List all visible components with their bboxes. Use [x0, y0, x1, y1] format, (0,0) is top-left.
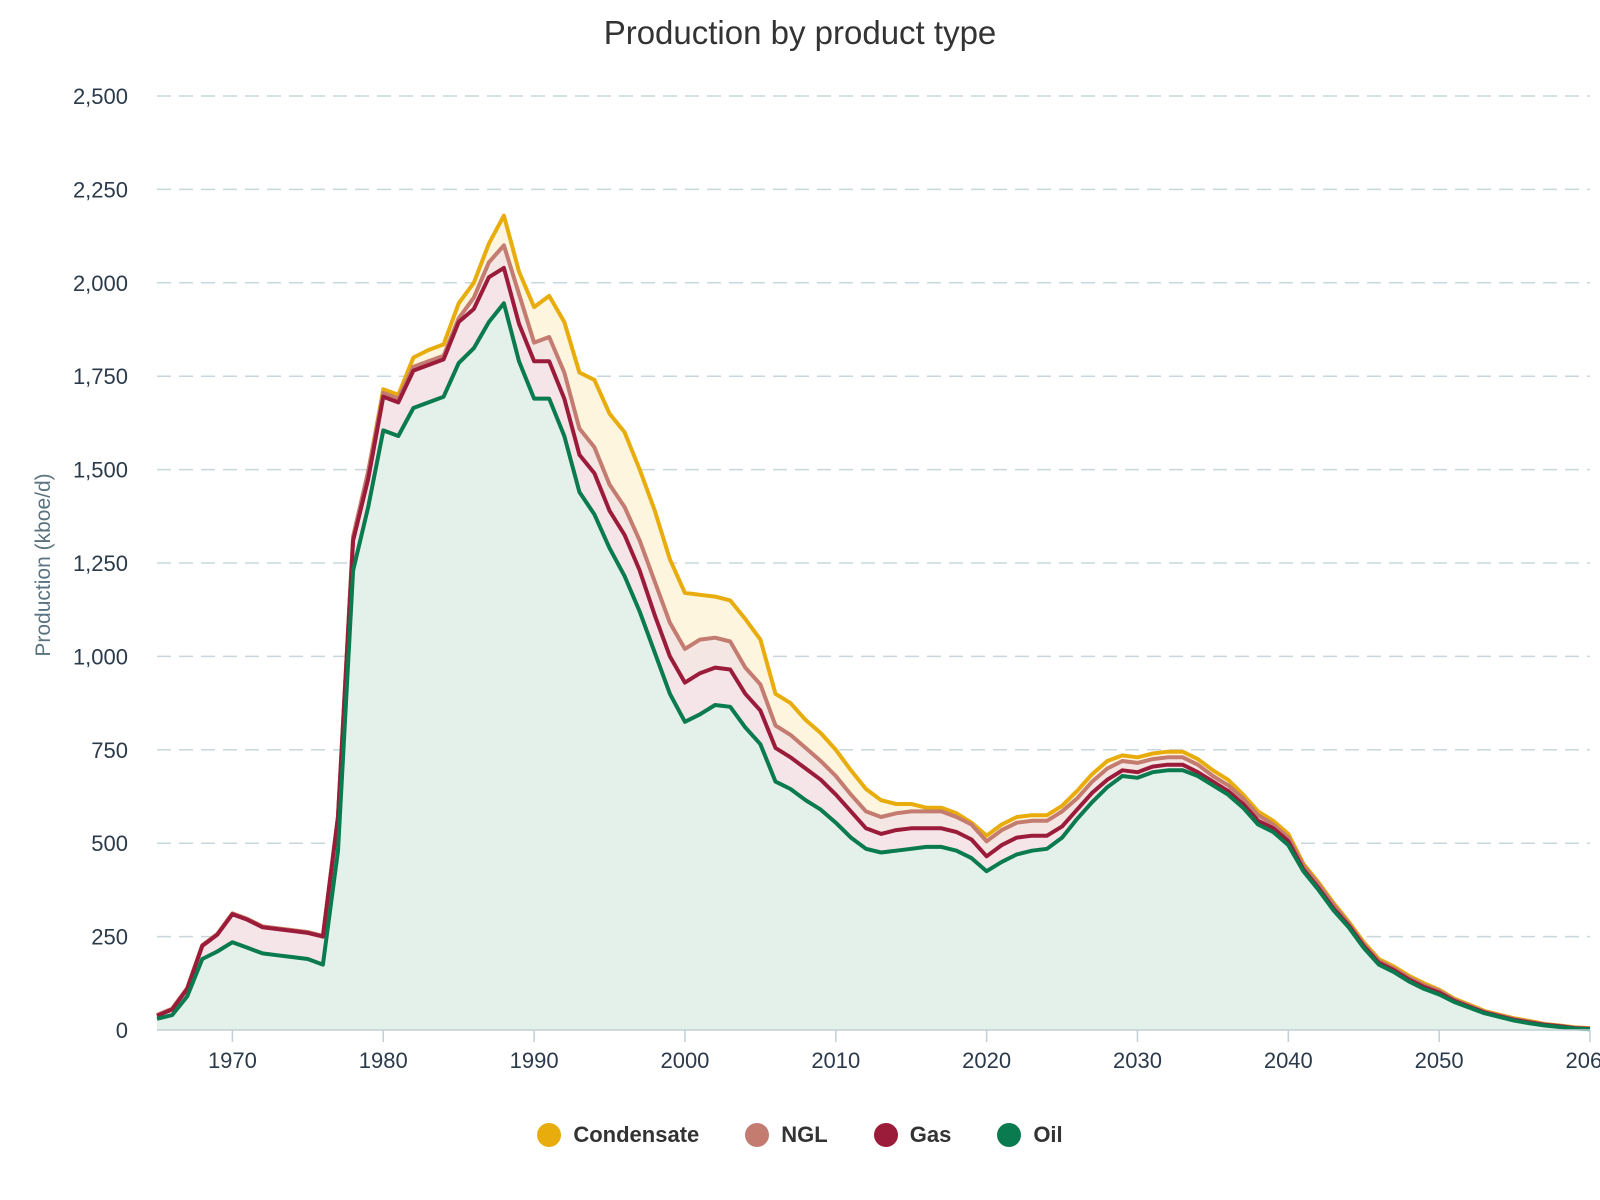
y-tick-label: 2,000: [73, 271, 128, 296]
legend-item-oil[interactable]: Oil: [997, 1122, 1063, 1148]
legend-item-gas[interactable]: Gas: [873, 1122, 952, 1148]
y-tick-label: 2,500: [73, 84, 128, 109]
legend-item-condensate[interactable]: Condensate: [537, 1122, 699, 1148]
x-tick-label: 2060: [1566, 1048, 1600, 1073]
y-tick-label: 2,250: [73, 177, 128, 202]
y-tick-label: 750: [91, 738, 128, 763]
gas-marker-icon: [873, 1123, 898, 1147]
stacked-areas: [157, 215, 1590, 1030]
legend-label-ngl: NGL: [781, 1122, 828, 1147]
axes: 0 250 500 750 1,000 1,250 1,500 1,750 2,000 2,250…: [73, 84, 1600, 1073]
y-tick-label: 0: [116, 1018, 128, 1043]
x-tick-label: 1970: [208, 1048, 257, 1073]
legend-label-condensate: Condensate: [573, 1122, 700, 1147]
y-tick-label: 250: [91, 925, 128, 950]
y-tick-label: 500: [91, 831, 128, 856]
legend: Condensate NGL Gas Oil: [0, 1122, 1600, 1148]
y-tick-label: 1,250: [73, 551, 128, 576]
chart-title: Production by product type: [603, 14, 997, 51]
x-tick-label: 1990: [510, 1048, 559, 1073]
y-axis-title: Production (kboe/d): [32, 473, 55, 656]
area-gas: [157, 267, 1590, 1030]
legend-label-oil: Oil: [1033, 1122, 1063, 1147]
x-tick-label: 2000: [660, 1048, 709, 1073]
x-tick-label: 2040: [1264, 1048, 1313, 1073]
x-tick-label: 2020: [962, 1048, 1011, 1073]
x-tick-label: 2050: [1415, 1048, 1464, 1073]
series-lines: [156, 213, 1591, 1032]
y-tick-label: 1,500: [73, 458, 128, 483]
ngl-marker-icon: [745, 1123, 770, 1147]
x-tick-label: 2010: [811, 1048, 860, 1073]
legend-item-ngl[interactable]: NGL: [745, 1122, 828, 1148]
x-tick-label: 1980: [359, 1048, 408, 1073]
oil-marker-icon: [997, 1123, 1022, 1147]
condensate-marker-icon: [537, 1123, 562, 1147]
y-tick-label: 1,750: [73, 364, 128, 389]
area-oil: [157, 303, 1590, 1030]
x-tick-label: 2030: [1113, 1048, 1162, 1073]
line-oil: [156, 301, 1591, 1032]
y-tick-label: 1,000: [73, 644, 128, 669]
legend-label-gas: Gas: [909, 1122, 952, 1147]
